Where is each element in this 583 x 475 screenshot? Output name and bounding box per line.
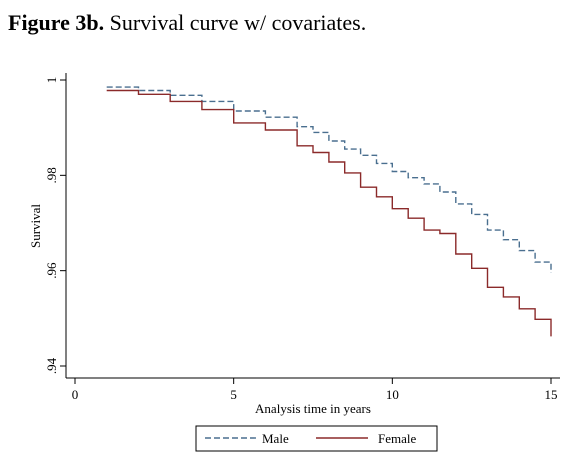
y-tick-label: 1: [44, 77, 59, 84]
figure-title: Figure 3b. Survival curve w/ covariates.: [8, 10, 366, 36]
figure-label: Figure 3b.: [8, 10, 105, 35]
y-tick-label: .94: [44, 357, 59, 374]
legend-label-male: Male: [262, 431, 289, 446]
x-tick-label: 0: [72, 387, 79, 402]
x-tick-label: 5: [230, 387, 237, 402]
x-axis-label: Analysis time in years: [255, 401, 371, 416]
series-line-male: [106, 86, 552, 273]
chart-legend: Male Female: [195, 425, 438, 452]
chart-series-layer: [106, 86, 552, 337]
y-tick-label: .98: [44, 167, 59, 183]
series-line-female: [106, 89, 552, 337]
y-tick-label: .96: [44, 262, 59, 279]
legend-label-female: Female: [378, 431, 416, 446]
y-axis-label: Survival: [28, 204, 43, 248]
chart-axes: [65, 73, 560, 379]
figure-caption: Survival curve w/ covariates.: [109, 10, 367, 35]
chart-ticks: 0 5 10 15 .94 .96 .98 1: [44, 77, 558, 402]
x-tick-label: 10: [386, 387, 399, 402]
x-tick-label: 15: [545, 387, 558, 402]
